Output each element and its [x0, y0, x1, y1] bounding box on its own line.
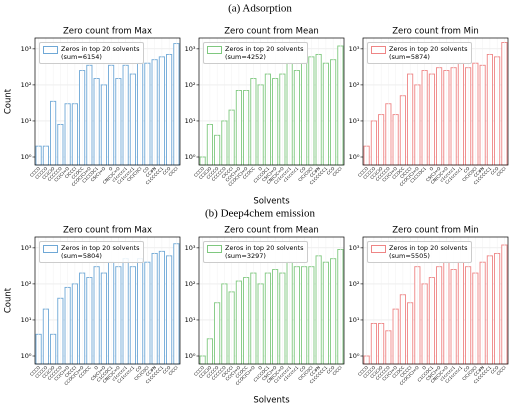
plot-frame — [198, 37, 345, 166]
y-tick-label: 10² — [349, 81, 360, 89]
x-tick-label: CO — [142, 165, 150, 173]
plot-frame — [198, 236, 345, 365]
x-tick-label: ClCCl — [331, 166, 342, 177]
legend-swatch — [371, 245, 386, 253]
section-title: (b) Deep4chem emission — [205, 208, 315, 220]
x-tick-label: O — [421, 364, 427, 370]
legend-label: Zeros in top 20 solvents (sum=3297) — [225, 244, 304, 261]
section-title: (a) Adsorption — [228, 3, 292, 15]
x-tick-label: O — [428, 165, 434, 171]
x-tick-label: ClCCl — [495, 166, 506, 177]
y-tick-label: 10¹ — [185, 117, 196, 125]
y-tick-label: 10² — [185, 81, 196, 89]
plot-frame — [34, 37, 181, 166]
y-tick-label: 10¹ — [349, 117, 360, 125]
x-tick-label: O — [257, 165, 263, 171]
subplot-title: Zero count from Mean — [224, 27, 319, 37]
y-tick-label: 10² — [185, 280, 196, 288]
y-tick-label: 10³ — [349, 45, 360, 53]
x-tick-label: CCO — [162, 364, 172, 374]
legend-label: Zeros in top 20 solvents (sum=5505) — [389, 244, 468, 261]
y-tick-label: 10³ — [21, 244, 32, 252]
y-tick-label: 10¹ — [349, 316, 360, 324]
legend: Zeros in top 20 solvents (sum=5874) — [367, 42, 472, 65]
y-tick-label: 10⁰ — [349, 153, 360, 161]
y-tick-label: 10³ — [21, 45, 32, 53]
y-tick-label: 10⁰ — [349, 352, 360, 360]
y-tick-label: 10¹ — [21, 117, 32, 125]
x-tick-label: CCO — [326, 364, 336, 374]
legend-swatch — [207, 46, 222, 54]
x-tick-label: O — [257, 364, 263, 370]
y-tick-label: 10¹ — [21, 316, 32, 324]
x-tick-label: CO — [299, 165, 307, 173]
y-axis-label: Count — [4, 88, 14, 114]
y-tick-label: 10³ — [349, 244, 360, 252]
subplot-title: Zero count from Min — [392, 27, 479, 37]
plot-frame — [362, 236, 509, 365]
x-tick-label: CCO — [326, 165, 336, 175]
legend-label: Zeros in top 20 solvents (sum=6154) — [61, 45, 140, 62]
legend-label: Zeros in top 20 solvents (sum=5874) — [389, 45, 468, 62]
subplot-title: Zero count from Max — [63, 27, 152, 37]
legend-label: Zeros in top 20 solvents (sum=4252) — [225, 45, 304, 62]
y-tick-label: 10² — [349, 280, 360, 288]
legend-swatch — [43, 46, 58, 54]
subplot-title: Zero count from Min — [392, 226, 479, 236]
x-tick-label: ClCCl — [167, 166, 178, 177]
x-axis-label: Solvents — [253, 396, 290, 406]
legend: Zeros in top 20 solvents (sum=6154) — [39, 42, 144, 65]
y-tick-label: 10² — [21, 280, 32, 288]
x-tick-label: CCO — [490, 165, 500, 175]
legend-label: Zeros in top 20 solvents (sum=5804) — [61, 244, 140, 261]
y-tick-label: 10³ — [185, 244, 196, 252]
x-tick-label: CO — [463, 364, 471, 372]
x-tick-label: CCO — [162, 165, 172, 175]
x-tick-label: O — [108, 165, 114, 171]
legend-swatch — [43, 245, 58, 253]
plot-frame — [362, 37, 509, 166]
x-tick-label: CO — [135, 364, 143, 372]
x-tick-label: ClCCl — [167, 365, 178, 376]
x-tick-label: CCO — [490, 364, 500, 374]
x-tick-label: CO — [299, 364, 307, 372]
legend-swatch — [207, 245, 222, 253]
legend: Zeros in top 20 solvents (sum=4252) — [203, 42, 308, 65]
y-tick-label: 10³ — [185, 45, 196, 53]
x-tick-label: O — [93, 364, 99, 370]
y-tick-label: 10² — [21, 81, 32, 89]
x-tick-label: ClCCl — [331, 365, 342, 376]
plot-frame — [34, 236, 181, 365]
legend: Zeros in top 20 solvents (sum=5804) — [39, 241, 144, 264]
y-tick-label: 10⁰ — [21, 352, 32, 360]
y-tick-label: 10⁰ — [185, 153, 196, 161]
y-tick-label: 10⁰ — [185, 352, 196, 360]
subplot-title: Zero count from Max — [63, 226, 152, 236]
x-axis-label: Solvents — [253, 197, 290, 207]
x-tick-label: CO — [463, 165, 471, 173]
y-tick-label: 10¹ — [185, 316, 196, 324]
legend-swatch — [371, 46, 386, 54]
legend: Zeros in top 20 solvents (sum=5505) — [367, 241, 472, 264]
x-tick-label: ClCCl — [495, 365, 506, 376]
y-axis-label: Count — [4, 287, 14, 313]
subplot-title: Zero count from Mean — [224, 226, 319, 236]
y-tick-label: 10⁰ — [21, 153, 32, 161]
legend: Zeros in top 20 solvents (sum=3297) — [203, 241, 308, 264]
